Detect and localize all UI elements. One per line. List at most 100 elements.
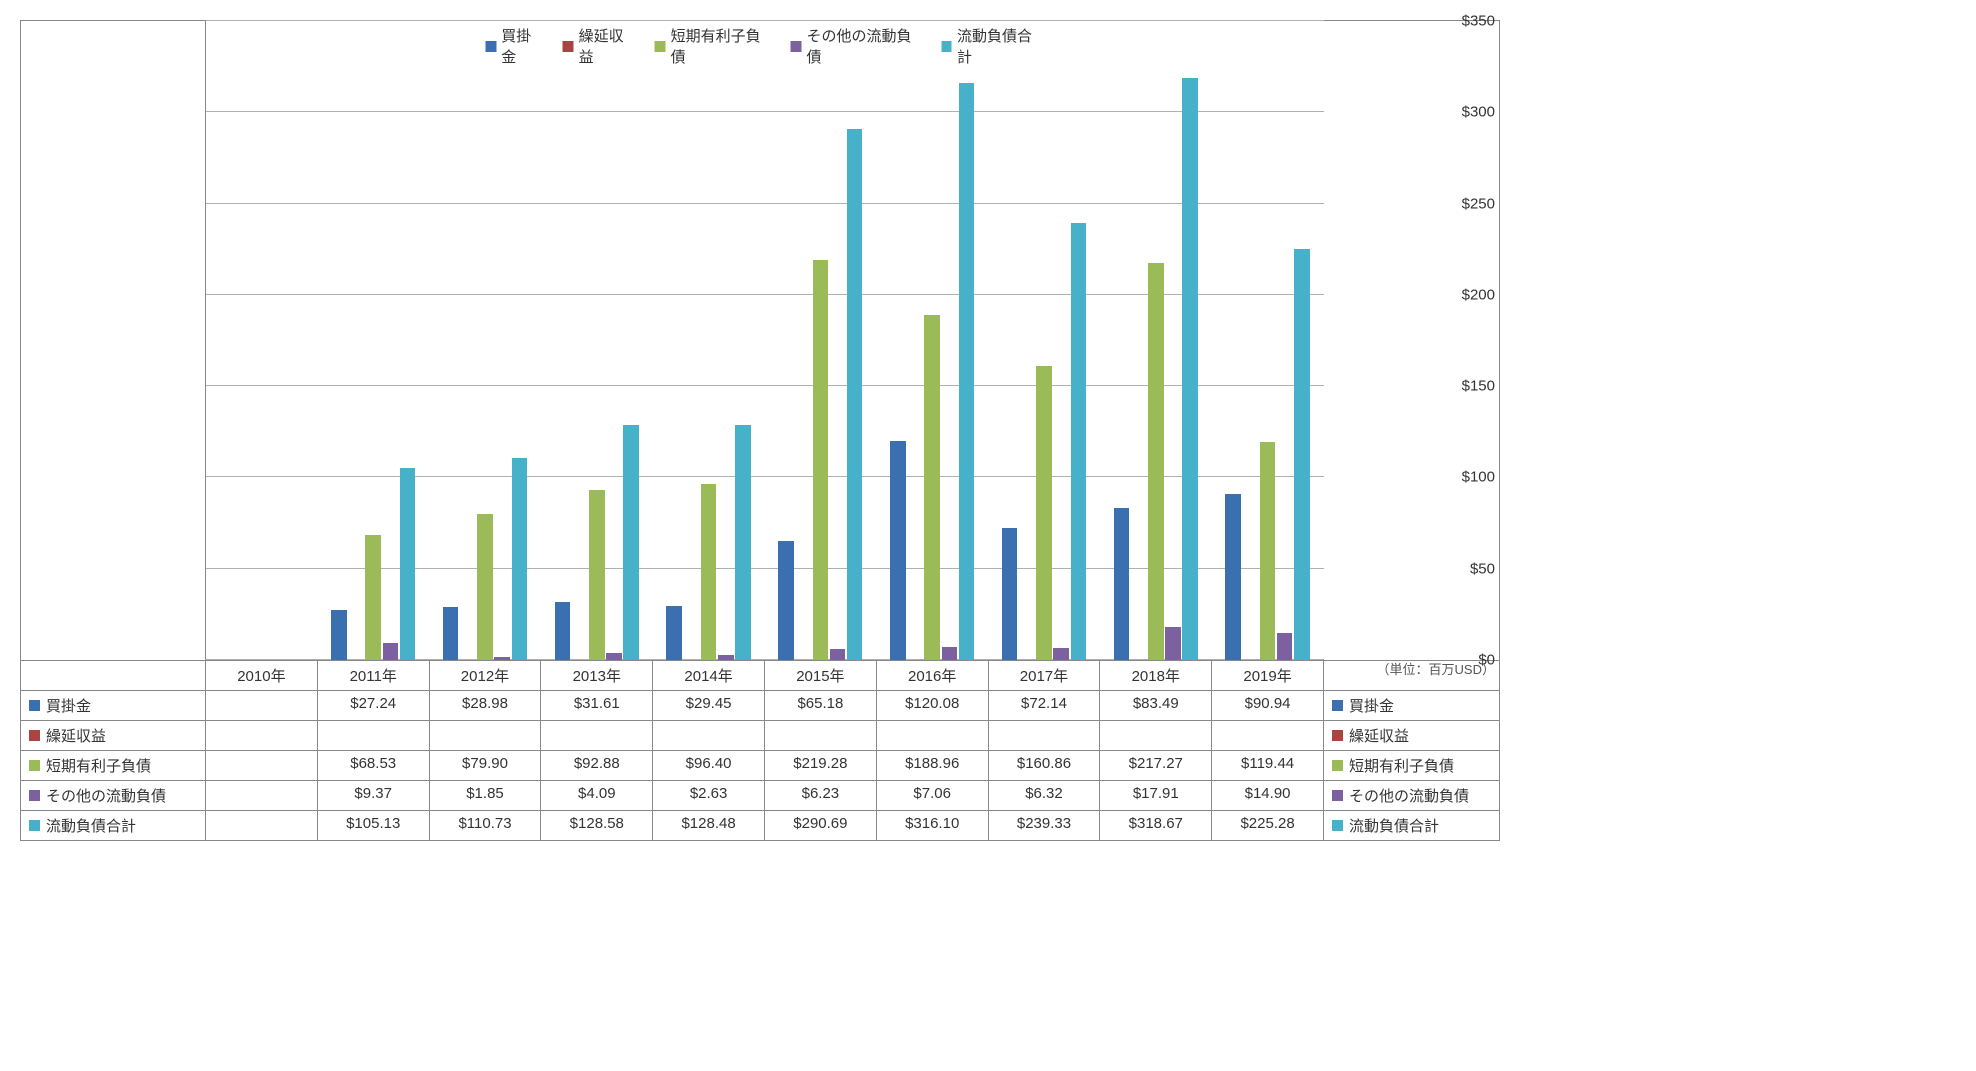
- legend-item: その他の流動負債: [791, 25, 923, 67]
- series-row-label: 流動負債合計: [21, 811, 206, 840]
- series-swatch: [1332, 820, 1343, 831]
- legend-label: 流動負債合計: [957, 25, 1045, 67]
- value-cell: $29.45: [653, 691, 765, 720]
- unit-label: （単位：百万USD）: [1377, 659, 1495, 678]
- legend-label: その他の流動負債: [807, 25, 924, 67]
- series-values: $68.53$79.90$92.88$96.40$219.28$188.96$1…: [206, 751, 1324, 780]
- value-cell: $239.33: [989, 811, 1101, 840]
- legend-item: 流動負債合計: [941, 25, 1044, 67]
- y-tick-label: $100: [1462, 469, 1495, 486]
- value-cell: [541, 721, 653, 750]
- value-cell: [765, 721, 877, 750]
- legend-item: 短期有利子負債: [655, 25, 773, 67]
- bar: [494, 657, 510, 660]
- value-cell: [1212, 721, 1324, 750]
- plot-left-gutter: [21, 21, 206, 660]
- value-cell: $160.86: [989, 751, 1101, 780]
- year-group: [877, 21, 989, 660]
- legend-swatch: [486, 41, 497, 52]
- plot-row: 買掛金繰延収益短期有利子負債その他の流動負債流動負債合計 $0$50$100$1…: [21, 21, 1499, 661]
- bar: [666, 606, 682, 660]
- value-cell: $188.96: [877, 751, 989, 780]
- bar: [1002, 528, 1018, 660]
- bar: [1260, 442, 1276, 660]
- bar: [606, 653, 622, 660]
- series-swatch: [29, 790, 40, 801]
- table-row: その他の流動負債$9.37$1.85$4.09$2.63$6.23$7.06$6…: [21, 781, 1499, 811]
- bar: [701, 484, 717, 660]
- year-header-cell: 2015年: [765, 661, 877, 690]
- series-row-label: 繰延収益: [21, 721, 206, 750]
- bar: [1036, 366, 1052, 660]
- value-cell: $28.98: [430, 691, 542, 720]
- bar: [1277, 633, 1293, 660]
- bar: [589, 490, 605, 660]
- legend-label: 繰延収益: [579, 25, 637, 67]
- value-cell: [989, 721, 1101, 750]
- table-row: 短期有利子負債$68.53$79.90$92.88$96.40$219.28$1…: [21, 751, 1499, 781]
- bar: [1114, 508, 1130, 660]
- bars-layer: [206, 21, 1324, 660]
- bar: [365, 535, 381, 660]
- value-cell: [206, 781, 318, 810]
- value-cell: $225.28: [1212, 811, 1324, 840]
- liabilities-chart: 買掛金繰延収益短期有利子負債その他の流動負債流動負債合計 $0$50$100$1…: [20, 20, 1500, 841]
- series-row-label-right: 買掛金: [1324, 691, 1499, 720]
- value-cell: $7.06: [877, 781, 989, 810]
- value-cell: $120.08: [877, 691, 989, 720]
- series-values: $27.24$28.98$31.61$29.45$65.18$120.08$72…: [206, 691, 1324, 720]
- bar: [890, 441, 906, 660]
- value-cell: $96.40: [653, 751, 765, 780]
- year-header-cell: 2010年: [206, 661, 318, 690]
- year-group: [989, 21, 1101, 660]
- y-axis: $0$50$100$150$200$250$300$350 （単位：百万USD）: [1324, 21, 1499, 660]
- series-label: 繰延収益: [46, 725, 106, 746]
- y-tick-label: $300: [1462, 104, 1495, 121]
- value-cell: $110.73: [430, 811, 542, 840]
- series-label: 買掛金: [1349, 695, 1394, 716]
- value-cell: $4.09: [541, 781, 653, 810]
- bar: [383, 643, 399, 660]
- year-header-cell: 2018年: [1100, 661, 1212, 690]
- legend-item: 繰延収益: [563, 25, 637, 67]
- value-cell: $90.94: [1212, 691, 1324, 720]
- bar: [924, 315, 940, 660]
- value-cell: $316.10: [877, 811, 989, 840]
- value-cell: $68.53: [318, 751, 430, 780]
- bar: [331, 610, 347, 660]
- series-row-label-right: 短期有利子負債: [1324, 751, 1499, 780]
- series-row-label: 短期有利子負債: [21, 751, 206, 780]
- year-header-cell: 2017年: [989, 661, 1101, 690]
- bar: [942, 647, 958, 660]
- bar: [847, 129, 863, 660]
- year-header-cell: 2011年: [318, 661, 430, 690]
- series-swatch: [29, 820, 40, 831]
- series-values: [206, 721, 1324, 750]
- bar: [959, 83, 975, 660]
- year-group: [206, 21, 318, 660]
- plot-area: 買掛金繰延収益短期有利子負債その他の流動負債流動負債合計: [206, 21, 1324, 660]
- value-cell: $17.91: [1100, 781, 1212, 810]
- series-label: 流動負債合計: [1349, 815, 1439, 836]
- value-cell: $105.13: [318, 811, 430, 840]
- legend-swatch: [791, 41, 802, 52]
- bar: [623, 425, 639, 660]
- bar: [735, 425, 751, 660]
- value-cell: $9.37: [318, 781, 430, 810]
- value-cell: $83.49: [1100, 691, 1212, 720]
- series-label: 買掛金: [46, 695, 91, 716]
- value-cell: [206, 721, 318, 750]
- value-cell: $27.24: [318, 691, 430, 720]
- series-row-label: 買掛金: [21, 691, 206, 720]
- series-swatch: [1332, 730, 1343, 741]
- series-swatch: [1332, 790, 1343, 801]
- series-swatch: [1332, 760, 1343, 771]
- series-label: 流動負債合計: [46, 815, 136, 836]
- year-header-cell: 2012年: [430, 661, 542, 690]
- bar: [512, 458, 528, 660]
- y-tick-label: $200: [1462, 286, 1495, 303]
- year-header-row: 2010年2011年2012年2013年2014年2015年2016年2017年…: [21, 661, 1499, 691]
- year-header-cell: 2013年: [541, 661, 653, 690]
- legend-label: 短期有利子負債: [671, 25, 773, 67]
- value-cell: [206, 811, 318, 840]
